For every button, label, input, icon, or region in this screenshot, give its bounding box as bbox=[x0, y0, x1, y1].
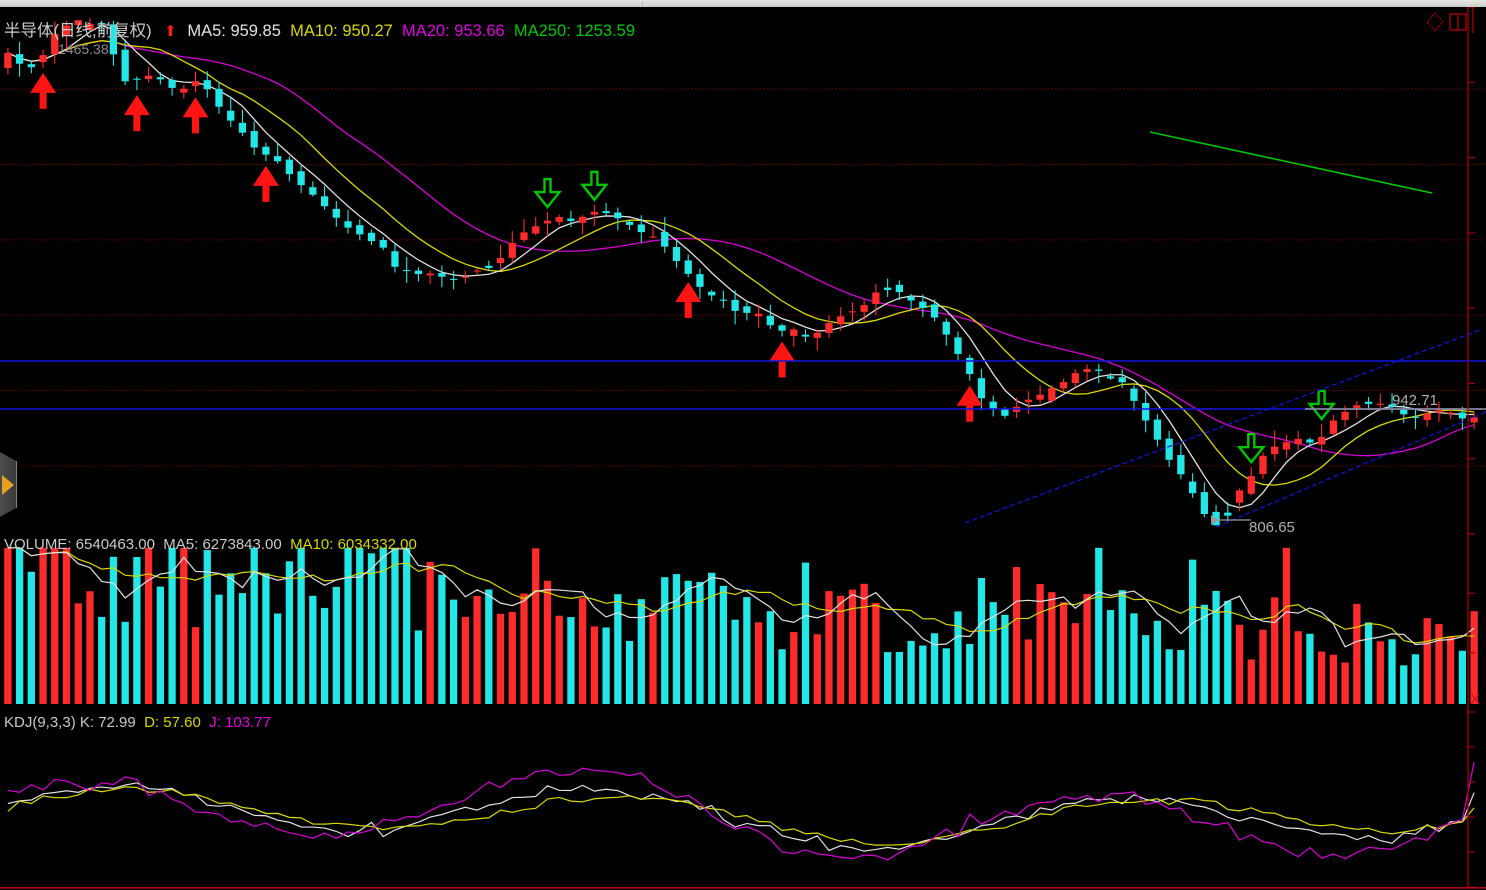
svg-text:X: X bbox=[1470, 691, 1480, 708]
svg-text:806.65: 806.65 bbox=[1249, 519, 1295, 534]
svg-text:942.71: 942.71 bbox=[1392, 392, 1438, 409]
svg-text:1465.38: 1465.38 bbox=[58, 41, 109, 57]
